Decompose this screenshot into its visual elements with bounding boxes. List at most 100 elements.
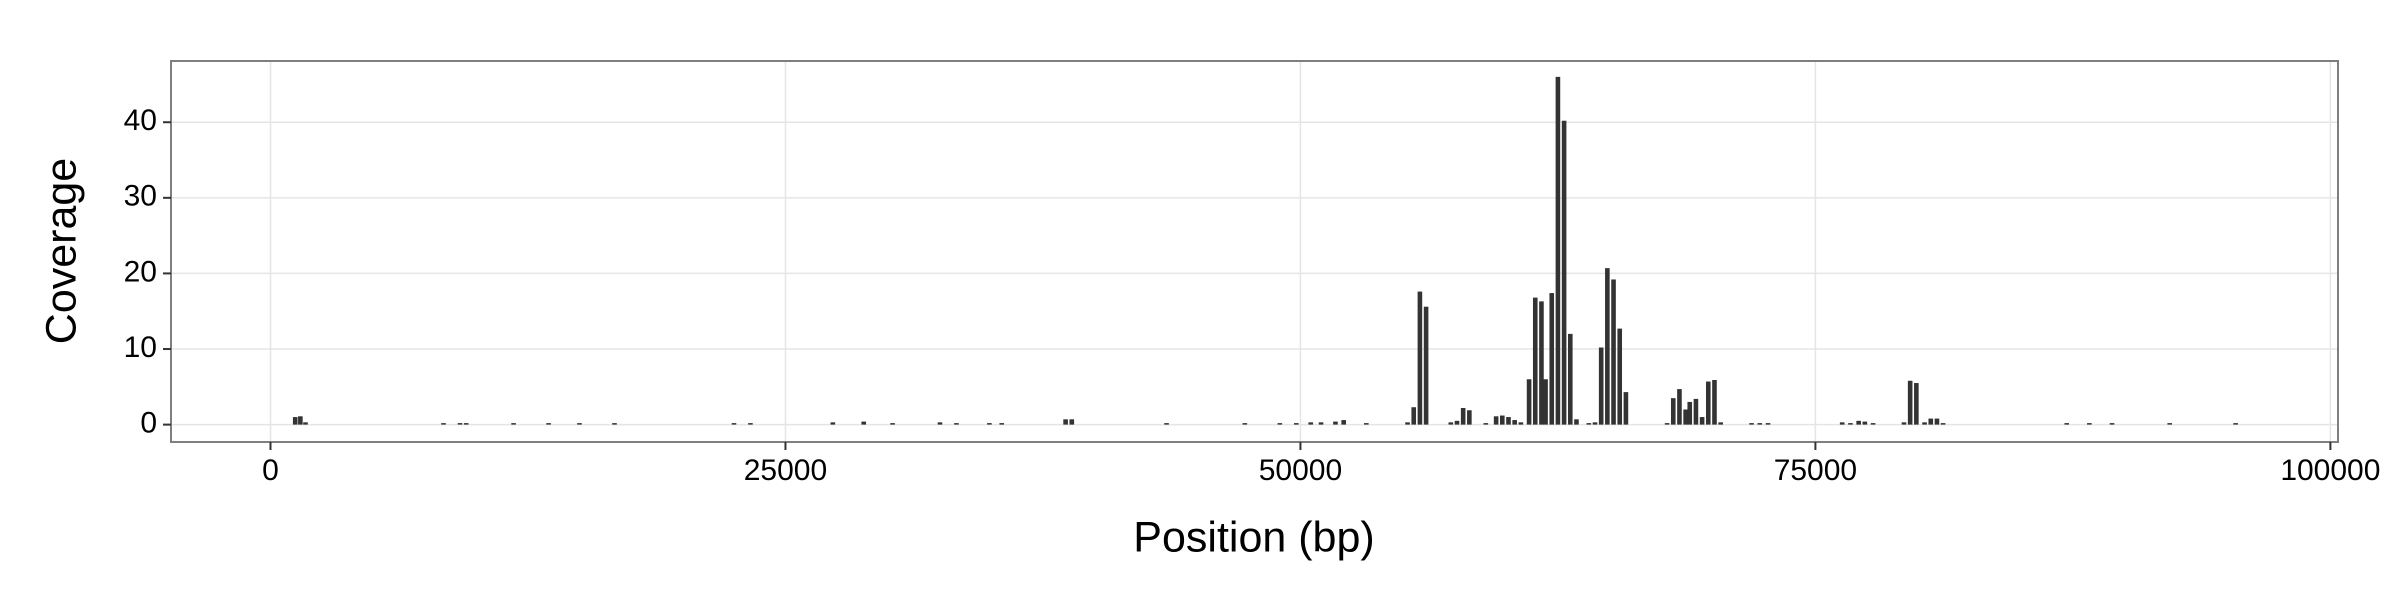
bar (441, 423, 446, 425)
bar (1411, 407, 1417, 425)
bar (577, 423, 582, 425)
bar (1677, 389, 1682, 425)
bar (1500, 415, 1505, 425)
bar (1664, 423, 1670, 425)
bar (1567, 333, 1573, 425)
y-tick-label: 10 (124, 331, 157, 364)
bar (1683, 409, 1688, 425)
bar (1574, 419, 1579, 425)
bar (1605, 268, 1610, 425)
bar (2087, 423, 2092, 425)
bar (861, 421, 867, 425)
bar (1555, 76, 1561, 425)
bar (1483, 423, 1489, 425)
bar (1308, 422, 1314, 425)
bars (292, 76, 2238, 425)
bar (1341, 420, 1346, 425)
bar (1333, 421, 1338, 425)
bar (937, 422, 943, 425)
bar (1586, 423, 1592, 425)
bar (1914, 383, 1919, 425)
bar (1617, 328, 1623, 425)
bar (748, 423, 753, 425)
bar (1549, 293, 1555, 425)
bar (1712, 380, 1717, 425)
bar (1611, 279, 1616, 425)
bar (1928, 418, 1934, 425)
bar (1242, 423, 1248, 425)
bar (2109, 423, 2115, 425)
bar (890, 423, 895, 425)
bar (1493, 416, 1499, 425)
y-tick-label: 30 (124, 180, 157, 213)
bar (511, 423, 516, 425)
bar (546, 423, 551, 425)
bar (1940, 423, 1946, 425)
bar (1718, 422, 1723, 425)
y-axis-title: Coverage (37, 158, 85, 344)
bar (1856, 420, 1861, 425)
bar (457, 423, 463, 425)
bar (1460, 407, 1466, 425)
bar (2167, 423, 2173, 425)
bar (1164, 423, 1169, 425)
bar (1922, 422, 1927, 425)
bar (1670, 398, 1676, 425)
bar (1907, 380, 1913, 425)
bar (1901, 422, 1907, 425)
bar (1592, 422, 1598, 425)
bar (1277, 423, 1283, 425)
y-tick-label: 20 (124, 255, 157, 288)
bar (1294, 423, 1299, 425)
x-tick-label: 100000 (2280, 454, 2380, 487)
bar (999, 423, 1005, 425)
bar (1364, 423, 1369, 425)
bar (1423, 306, 1429, 425)
bar (731, 423, 737, 425)
bar (1870, 423, 1876, 425)
bar (1063, 419, 1068, 425)
y-tick-label: 0 (140, 407, 157, 440)
x-tick-label: 50000 (1259, 454, 1342, 487)
bar (298, 416, 303, 425)
bar (1506, 417, 1511, 425)
bar (830, 422, 836, 425)
x-tick-label: 0 (262, 454, 279, 487)
bar (292, 417, 298, 425)
x-tick-label: 25000 (744, 454, 827, 487)
bar (1512, 420, 1517, 425)
bar (1862, 421, 1868, 425)
bar (954, 423, 959, 425)
bar (1518, 422, 1524, 425)
bar (1318, 422, 1324, 425)
bar (1623, 392, 1629, 425)
bar (1839, 422, 1845, 425)
y-tick-label: 40 (124, 104, 157, 137)
grid (171, 61, 2338, 442)
bar (1417, 291, 1423, 425)
bar (463, 423, 469, 425)
bar (1934, 418, 1940, 425)
bar (1532, 297, 1538, 425)
bar (1561, 120, 1567, 425)
bar (2064, 423, 2070, 425)
bar (1757, 423, 1763, 425)
bar (1454, 420, 1460, 425)
x-tick-label: 75000 (1774, 454, 1857, 487)
bar (1749, 423, 1754, 425)
x-axis-title: Position (bp) (1133, 513, 1374, 561)
bar (1526, 379, 1532, 425)
panel (171, 61, 2338, 442)
bar (1699, 417, 1705, 425)
bar (987, 423, 992, 425)
bar (1405, 422, 1410, 425)
bar (1598, 347, 1604, 425)
bar (1705, 381, 1711, 425)
bar (1467, 410, 1472, 425)
bar (1543, 379, 1548, 425)
bar (1448, 422, 1454, 425)
bar (1765, 423, 1771, 425)
bar (2233, 423, 2238, 425)
bar (1069, 419, 1075, 425)
